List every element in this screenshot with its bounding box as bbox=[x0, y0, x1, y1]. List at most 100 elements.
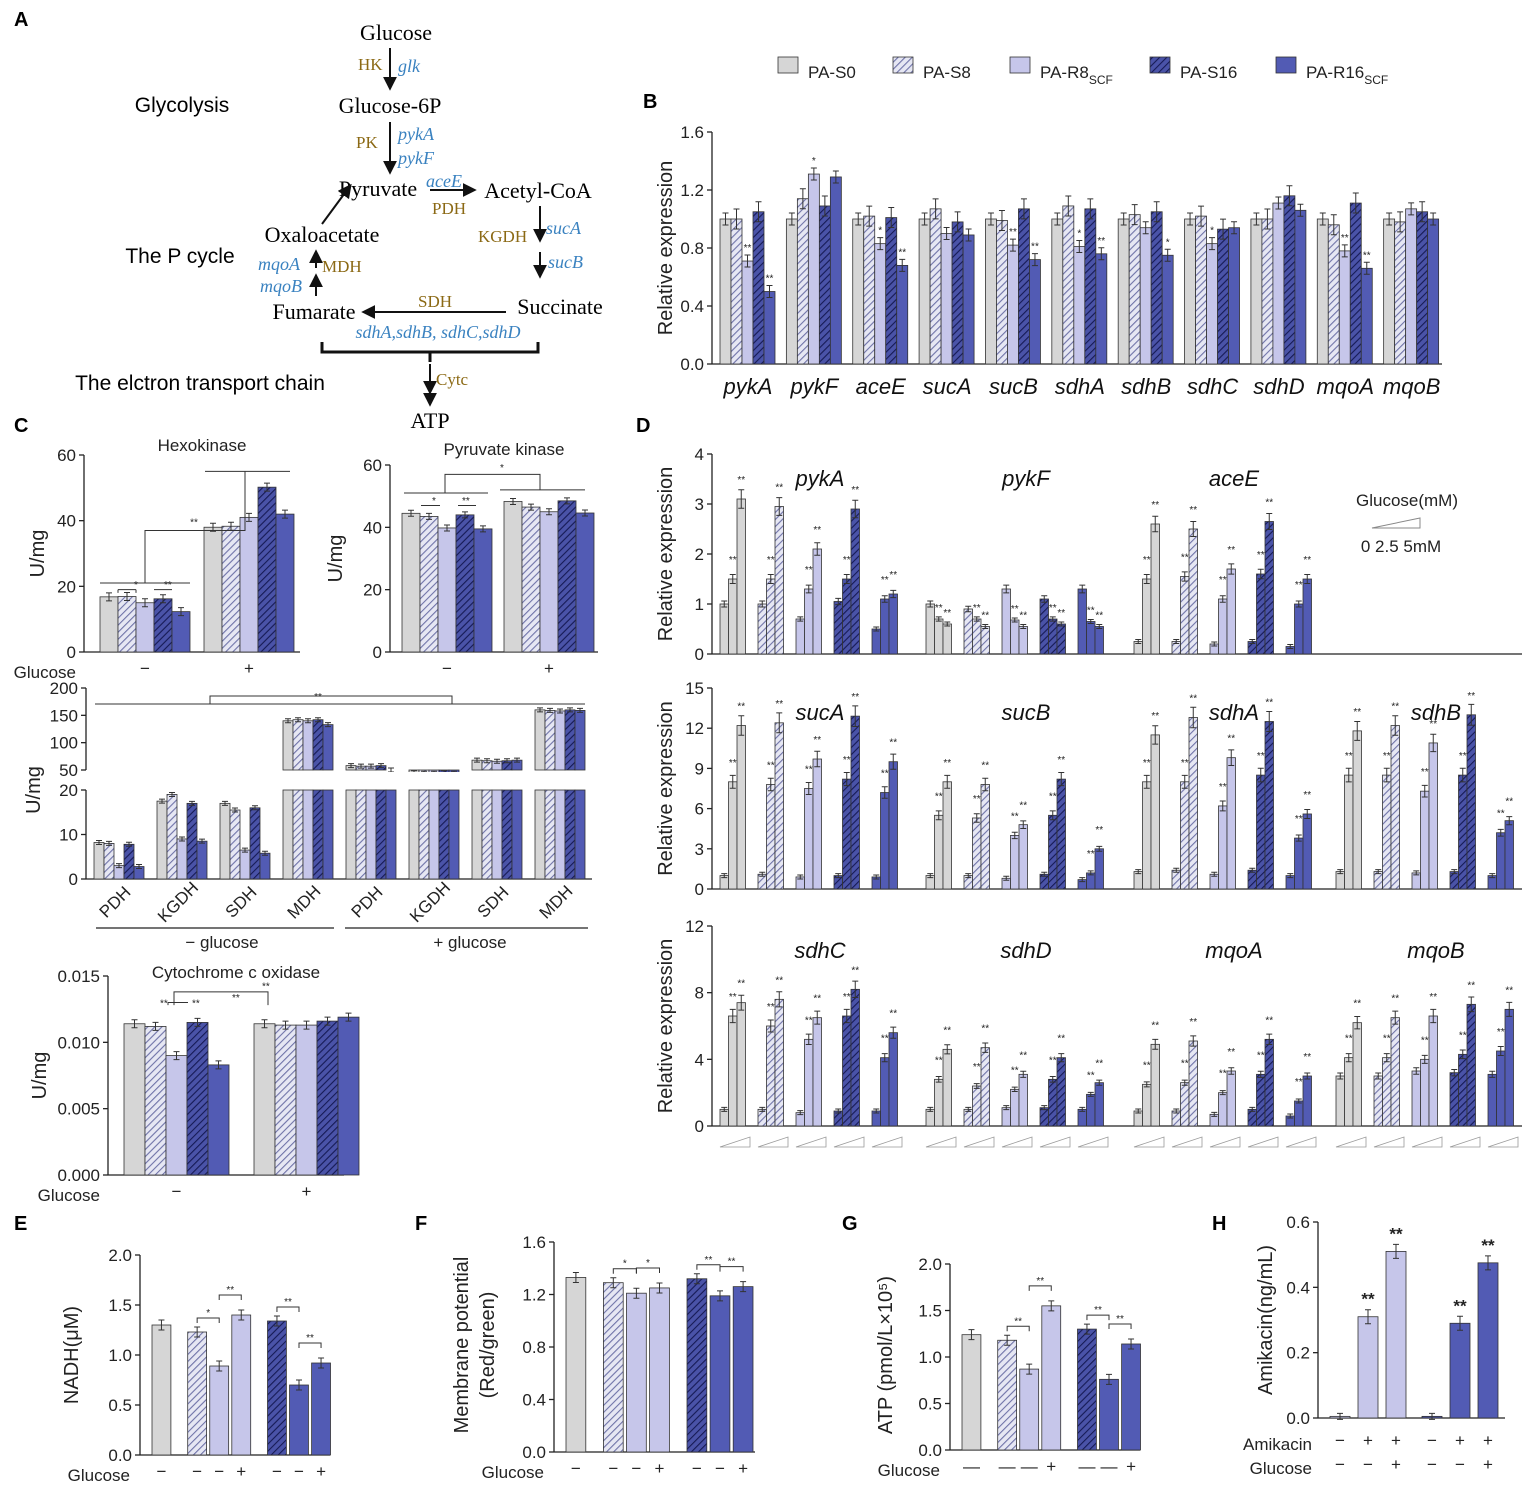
d-sig: ** bbox=[1181, 758, 1189, 769]
c3-err bbox=[577, 707, 583, 713]
d-sig: ** bbox=[843, 555, 851, 566]
h-xlabel: Amikacin bbox=[1243, 1435, 1312, 1454]
d-sig: ** bbox=[1303, 790, 1311, 801]
c3-err bbox=[106, 840, 112, 846]
d-wedge bbox=[1411, 1136, 1443, 1148]
d-err bbox=[982, 777, 989, 792]
d-err bbox=[1257, 1070, 1264, 1078]
f-ylabel: Membrane potential bbox=[451, 1257, 473, 1434]
b-bar-sdhD-s8 bbox=[1261, 218, 1274, 365]
chart-c2-bar-0-s8 bbox=[419, 516, 439, 653]
d-err bbox=[1152, 725, 1159, 745]
c3-bar-7-r8 bbox=[554, 710, 566, 771]
d-bar-pykF-s16-0 bbox=[1039, 598, 1049, 655]
chart-c2-err bbox=[528, 503, 534, 511]
chart-f-xsign: − bbox=[631, 1459, 641, 1478]
d-err bbox=[1345, 1053, 1352, 1063]
chart-c1-err bbox=[106, 592, 112, 602]
chart-e-xsign: − bbox=[214, 1462, 224, 1481]
g-ylabel: ATP (pmol/L×10⁵) bbox=[875, 1276, 897, 1434]
c3-bar-low-5-s16 bbox=[438, 789, 450, 880]
c3-err bbox=[368, 763, 374, 769]
chart-f-err bbox=[610, 1277, 617, 1289]
d-err bbox=[881, 595, 888, 603]
d-err bbox=[1190, 706, 1197, 729]
chart-c4-err bbox=[152, 1021, 159, 1031]
d-err bbox=[1413, 1067, 1420, 1075]
d-err bbox=[1459, 1049, 1466, 1060]
h-y-tick-label: 0.6 bbox=[1286, 1213, 1310, 1232]
d-err bbox=[1143, 1081, 1150, 1088]
chart-e-sig: ** bbox=[226, 1285, 234, 1296]
gene-pyka: pykA bbox=[396, 124, 435, 144]
d-wedge bbox=[1247, 1136, 1279, 1148]
b-err bbox=[1220, 218, 1227, 240]
d-bar-mqoB-s0-0 bbox=[1335, 1075, 1345, 1127]
chart-c4-bar-0-s16 bbox=[186, 1022, 209, 1176]
d-err bbox=[1451, 1068, 1458, 1077]
chart-f-xsign: + bbox=[738, 1459, 748, 1478]
node-succinate: Succinate bbox=[517, 294, 603, 319]
d-sig: ** bbox=[1181, 553, 1189, 564]
d-err bbox=[1304, 574, 1311, 584]
chart-g-err bbox=[1083, 1323, 1090, 1335]
d-err bbox=[873, 626, 880, 632]
chart-g-y-tick-label: 1.0 bbox=[918, 1348, 942, 1367]
d-err bbox=[1430, 733, 1437, 753]
label-p-cycle: The P cycle bbox=[125, 245, 234, 268]
d-bar-sdhD-r8-2 bbox=[1018, 1073, 1028, 1127]
chart-c2-err bbox=[480, 525, 486, 533]
d-err bbox=[927, 873, 934, 879]
d-sig: ** bbox=[1265, 1015, 1273, 1026]
d-sig: ** bbox=[881, 769, 889, 780]
c3-err bbox=[159, 798, 165, 804]
b-err bbox=[921, 212, 928, 226]
d-err bbox=[1383, 767, 1390, 783]
chart-g-err bbox=[1128, 1338, 1135, 1350]
d-bar-sdhB-s8-1 bbox=[1382, 774, 1392, 890]
b-err bbox=[1386, 212, 1393, 226]
d-sig: ** bbox=[943, 1025, 951, 1036]
d-bar-sdhB-s16-0 bbox=[1449, 871, 1459, 890]
d-err bbox=[965, 605, 972, 613]
b-err bbox=[1153, 201, 1160, 223]
b-bar-sucB-r16 bbox=[1029, 259, 1041, 365]
d-err bbox=[1173, 1108, 1180, 1114]
d-err bbox=[1152, 515, 1159, 533]
d-err bbox=[767, 574, 774, 584]
c2-sig: * bbox=[500, 463, 504, 474]
c3-err bbox=[96, 840, 102, 846]
d-err bbox=[738, 994, 745, 1011]
chart-e-bracket bbox=[196, 1317, 220, 1323]
chart-c1-y-tick-label: 0 bbox=[67, 643, 76, 662]
c3-bar-low-6-r8 bbox=[491, 789, 503, 880]
chart-e-xsign: − bbox=[272, 1462, 282, 1481]
d-wedge bbox=[1285, 1136, 1317, 1148]
d-bar-sdhB-r8-1 bbox=[1420, 790, 1430, 890]
chart-g-bracket bbox=[1006, 1325, 1030, 1332]
d-bar-sucB-r8-2 bbox=[1018, 824, 1028, 890]
legend-label-s16: PA-S16 bbox=[1180, 63, 1237, 82]
b-bar-sdhD-s0 bbox=[1250, 218, 1263, 365]
b-err bbox=[866, 205, 873, 227]
b-bar-pykF-r16 bbox=[829, 176, 842, 365]
c2-sig: ** bbox=[462, 496, 470, 507]
d-err bbox=[1079, 1106, 1086, 1112]
d-err bbox=[767, 1019, 774, 1033]
b-err bbox=[1297, 203, 1304, 217]
d-bar-aceE-s8-1 bbox=[1180, 576, 1190, 655]
c3-bar-low-6-s0 bbox=[471, 789, 483, 880]
chart-c1-bar-0-r16 bbox=[171, 611, 191, 653]
b-bar-sdhB-r8 bbox=[1139, 227, 1152, 365]
c3-err bbox=[116, 863, 122, 869]
d-sig: ** bbox=[1095, 1059, 1103, 1070]
chart-e-bracket bbox=[298, 1342, 322, 1348]
d-bar-sucA-s16-1 bbox=[842, 778, 852, 890]
c3-tick-label: 0 bbox=[69, 870, 78, 889]
d-row2-y-tick-label: 0 bbox=[695, 1117, 704, 1136]
c3-bar-low-5-s0 bbox=[408, 789, 420, 880]
chart-g-err bbox=[1106, 1373, 1112, 1385]
d-sig: ** bbox=[1189, 693, 1197, 704]
h-xsign: + bbox=[1391, 1431, 1401, 1450]
